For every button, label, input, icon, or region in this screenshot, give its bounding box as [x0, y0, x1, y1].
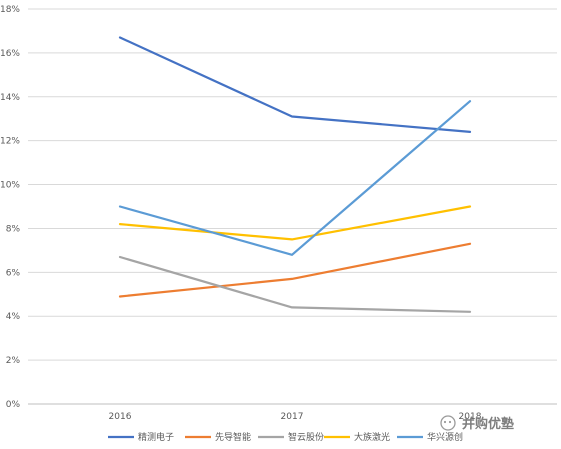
wechat-icon: [440, 415, 456, 431]
legend-label: 华兴源创: [427, 431, 463, 443]
y-tick-label: 18%: [0, 5, 20, 15]
series-line: [118, 242, 472, 298]
x-tick-label: 2018: [459, 412, 482, 422]
legend: 精测电子 先导智能 智云股份 大族激光 华兴源创: [108, 431, 463, 443]
y-tick-label: 14%: [0, 93, 20, 103]
y-tick-label: 0%: [6, 400, 21, 410]
y-tick-label: 4%: [6, 312, 21, 322]
series-line: [118, 100, 472, 256]
y-axis: 0% 2% 4% 6% 8% 10% 12% 14% 16% 18%: [0, 5, 20, 410]
y-tick-label: 6%: [6, 268, 21, 278]
y-tick-label: 16%: [0, 49, 20, 59]
y-tick-label: 12%: [0, 137, 20, 147]
series-line: [118, 205, 472, 241]
series-lines: [118, 36, 472, 313]
series-line: [118, 36, 472, 133]
gridlines: [28, 8, 557, 405]
x-axis: 2016 2017 2018: [109, 412, 482, 422]
legend-label: 大族激光: [354, 431, 390, 443]
y-tick-label: 2%: [6, 356, 21, 366]
x-tick-label: 2017: [281, 412, 304, 422]
legend-label: 先导智能: [215, 431, 251, 443]
y-tick-label: 8%: [6, 224, 21, 234]
wechat-icon-eye: [448, 420, 452, 424]
watermark: 并购优塾: [440, 415, 514, 432]
legend-label: 精测电子: [138, 431, 174, 443]
legend-label: 智云股份: [288, 431, 324, 443]
wechat-icon-eye: [443, 420, 447, 424]
watermark-text: 并购优塾: [462, 416, 514, 432]
x-tick-label: 2016: [109, 412, 132, 422]
series-line: [118, 255, 472, 313]
y-tick-label: 10%: [0, 181, 20, 191]
